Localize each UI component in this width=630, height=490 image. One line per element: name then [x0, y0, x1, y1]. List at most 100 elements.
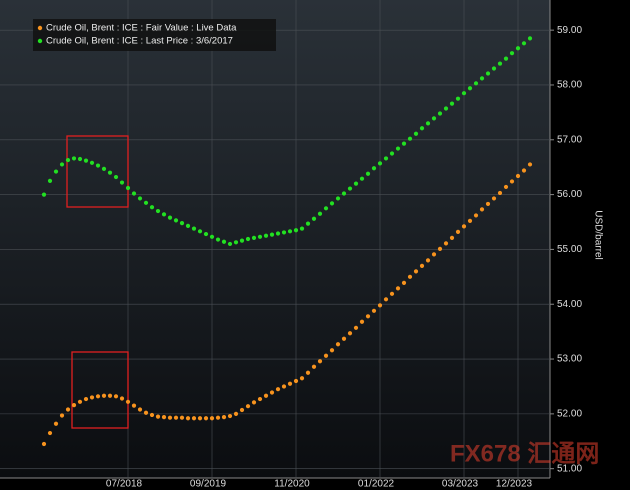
data-point: [383, 297, 389, 302]
data-point: [101, 393, 107, 398]
data-point: [89, 160, 95, 165]
data-point: [203, 231, 209, 237]
data-point: [71, 402, 77, 408]
legend-marker: [37, 38, 43, 44]
data-point: [377, 161, 383, 166]
data-point: [167, 215, 173, 220]
data-point: [65, 157, 71, 163]
data-point: [251, 400, 257, 405]
data-point: [131, 191, 137, 196]
data-point: [335, 342, 341, 347]
x-tick-label: 12/2023: [496, 479, 533, 490]
data-point: [107, 170, 113, 175]
data-point: [137, 407, 143, 412]
data-point: [281, 384, 287, 389]
y-tick-label: 58.00: [557, 80, 582, 91]
data-point: [125, 185, 131, 191]
legend-label: Crude Oil, Brent : ICE : Last Price : 3/…: [46, 36, 233, 47]
data-point: [497, 190, 503, 196]
data-point: [95, 163, 101, 168]
legend-box: [33, 19, 276, 51]
data-point: [287, 381, 293, 386]
y-axis-label: USD/barrel: [592, 210, 603, 259]
data-point: [371, 166, 377, 171]
data-point: [209, 416, 215, 421]
y-tick-label: 57.00: [557, 134, 582, 145]
data-point: [311, 216, 317, 221]
y-tick-label: 52.00: [557, 409, 582, 420]
data-point: [485, 201, 491, 207]
data-point: [419, 263, 425, 268]
plot-background: [0, 0, 550, 478]
data-point: [509, 51, 515, 56]
data-point: [119, 396, 125, 401]
data-point: [71, 156, 77, 161]
data-point: [77, 399, 83, 404]
data-point: [311, 364, 317, 369]
data-point: [389, 291, 395, 296]
data-point: [527, 36, 533, 41]
data-point: [293, 378, 299, 384]
data-point: [83, 158, 89, 163]
y-tick-label: 54.00: [557, 299, 582, 310]
data-point: [275, 231, 281, 236]
data-point: [113, 394, 119, 399]
data-point: [143, 200, 149, 205]
data-point: [323, 353, 329, 358]
data-point: [95, 394, 101, 399]
data-point: [59, 162, 65, 167]
data-point: [263, 233, 269, 238]
data-point: [119, 180, 125, 185]
data-point: [299, 226, 305, 231]
data-point: [83, 396, 89, 402]
data-point: [149, 205, 155, 210]
data-point: [161, 212, 167, 217]
data-point: [191, 226, 197, 231]
data-point: [161, 415, 167, 420]
data-point: [317, 211, 323, 216]
data-point: [185, 223, 191, 228]
data-point: [299, 376, 305, 381]
x-tick-label: 11/2020: [274, 479, 310, 490]
data-point: [485, 71, 491, 76]
data-point: [329, 348, 335, 353]
data-point: [467, 86, 473, 91]
data-point: [473, 213, 479, 218]
x-tick-label: 01/2022: [358, 479, 395, 490]
data-point: [461, 91, 467, 96]
data-point: [221, 415, 227, 420]
data-point: [155, 414, 161, 419]
data-point: [521, 168, 527, 173]
data-point: [329, 201, 335, 206]
data-point: [527, 162, 533, 167]
data-point: [203, 416, 209, 421]
data-point: [143, 410, 149, 415]
highlight-box: [66, 135, 129, 208]
data-point: [479, 76, 485, 81]
data-point: [449, 235, 455, 241]
data-point: [215, 237, 221, 242]
data-point: [503, 184, 509, 190]
data-point: [353, 325, 359, 330]
data-point: [491, 196, 497, 201]
data-point: [353, 181, 359, 186]
data-point: [515, 173, 521, 179]
data-point: [509, 179, 515, 184]
data-point: [377, 303, 383, 308]
data-point: [197, 416, 203, 421]
data-point: [269, 232, 275, 237]
data-point: [53, 169, 59, 174]
data-point: [419, 126, 425, 131]
data-point: [365, 314, 371, 319]
legend-marker: [37, 25, 43, 31]
data-point: [245, 236, 251, 242]
data-point: [503, 56, 509, 61]
y-tick-label: 59.00: [557, 25, 582, 36]
x-tick-label: 07/2018: [106, 479, 143, 490]
data-point: [425, 121, 431, 126]
data-point: [497, 61, 503, 66]
data-point: [59, 413, 65, 418]
data-point: [347, 331, 353, 336]
